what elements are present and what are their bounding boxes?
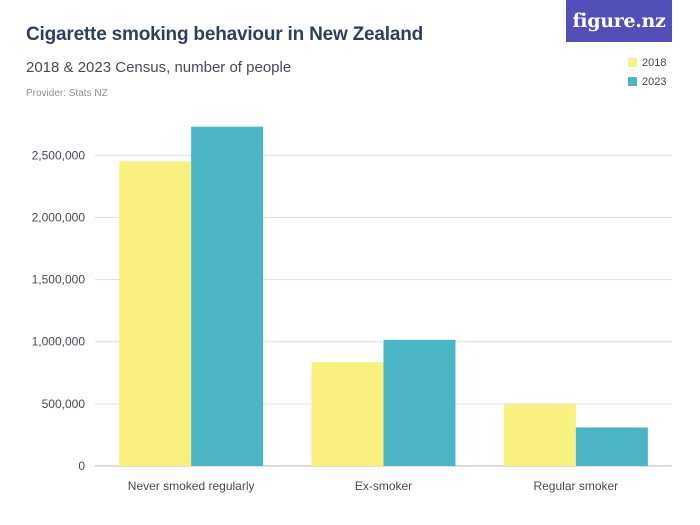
- chart-subtitle: 2018 & 2023 Census, number of people: [26, 59, 292, 76]
- y-tick-label: 500,000: [42, 397, 86, 411]
- legend-label-2018: 2018: [642, 56, 667, 69]
- chart-title: Cigarette smoking behaviour in New Zeala…: [26, 24, 424, 45]
- chart-legend: 2018 2023: [628, 53, 666, 91]
- y-tick-label: 2,000,000: [32, 210, 86, 224]
- bar-2023-1: [383, 339, 456, 466]
- bar-2018-1: [311, 362, 384, 466]
- legend-label-2023: 2023: [642, 75, 667, 88]
- x-category-label: Never smoked regularly: [128, 479, 255, 493]
- bar-2023-2: [575, 427, 648, 466]
- figure-nz-logo[interactable]: figure.nz: [566, 0, 672, 42]
- y-tick-label: 2,500,000: [32, 148, 86, 162]
- bar-2018-2: [503, 404, 576, 466]
- x-category-label: Regular smoker: [533, 479, 618, 493]
- x-category-label: Ex-smoker: [355, 479, 412, 493]
- legend-item-2018: 2018: [628, 53, 666, 72]
- y-tick-label: 1,000,000: [32, 335, 86, 349]
- y-tick-label: 1,500,000: [32, 273, 86, 287]
- legend-swatch-2023: [628, 77, 637, 86]
- logo-text: figure.nz: [572, 10, 666, 32]
- legend-swatch-2018: [628, 58, 637, 67]
- bar-2018-0: [119, 161, 192, 466]
- legend-item-2023: 2023: [628, 72, 666, 91]
- bar-2023-0: [191, 126, 264, 466]
- data-provider: Provider: Stats NZ: [26, 88, 108, 99]
- y-tick-label: 0: [78, 459, 85, 473]
